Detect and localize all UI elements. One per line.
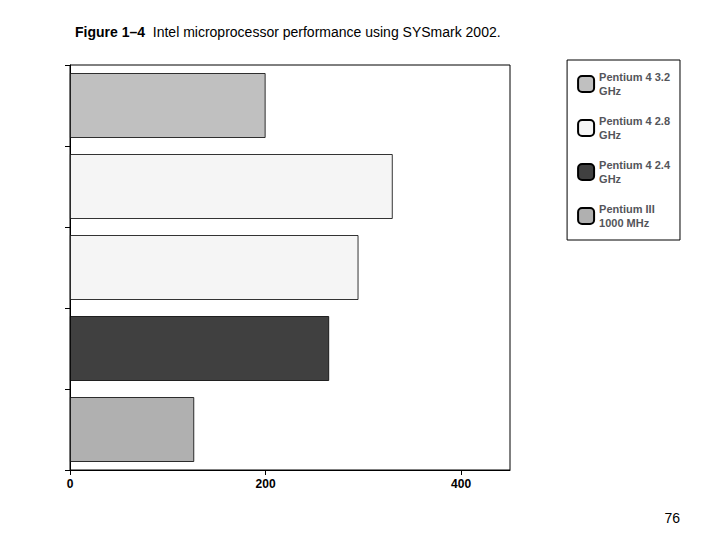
svg-text:GHz: GHz: [599, 85, 622, 97]
svg-text:Pentium 4 3.2: Pentium 4 3.2: [599, 71, 670, 83]
svg-text:0: 0: [67, 477, 74, 491]
svg-text:76: 76: [664, 510, 680, 526]
svg-text:Pentium III: Pentium III: [599, 203, 655, 215]
svg-text:400: 400: [451, 477, 471, 491]
svg-text:GHz: GHz: [599, 173, 622, 185]
svg-text:GHz: GHz: [599, 129, 622, 141]
svg-text:Intel microprocessor performan: Intel microprocessor performance using S…: [145, 24, 501, 40]
svg-text:Figure 1–4: Figure 1–4: [75, 24, 145, 40]
svg-text:Pentium 4 2.8: Pentium 4 2.8: [599, 115, 670, 127]
svg-text:200: 200: [256, 477, 276, 491]
svg-text:1000 MHz: 1000 MHz: [599, 217, 650, 229]
svg-text:Pentium 4 2.4: Pentium 4 2.4: [599, 159, 671, 171]
